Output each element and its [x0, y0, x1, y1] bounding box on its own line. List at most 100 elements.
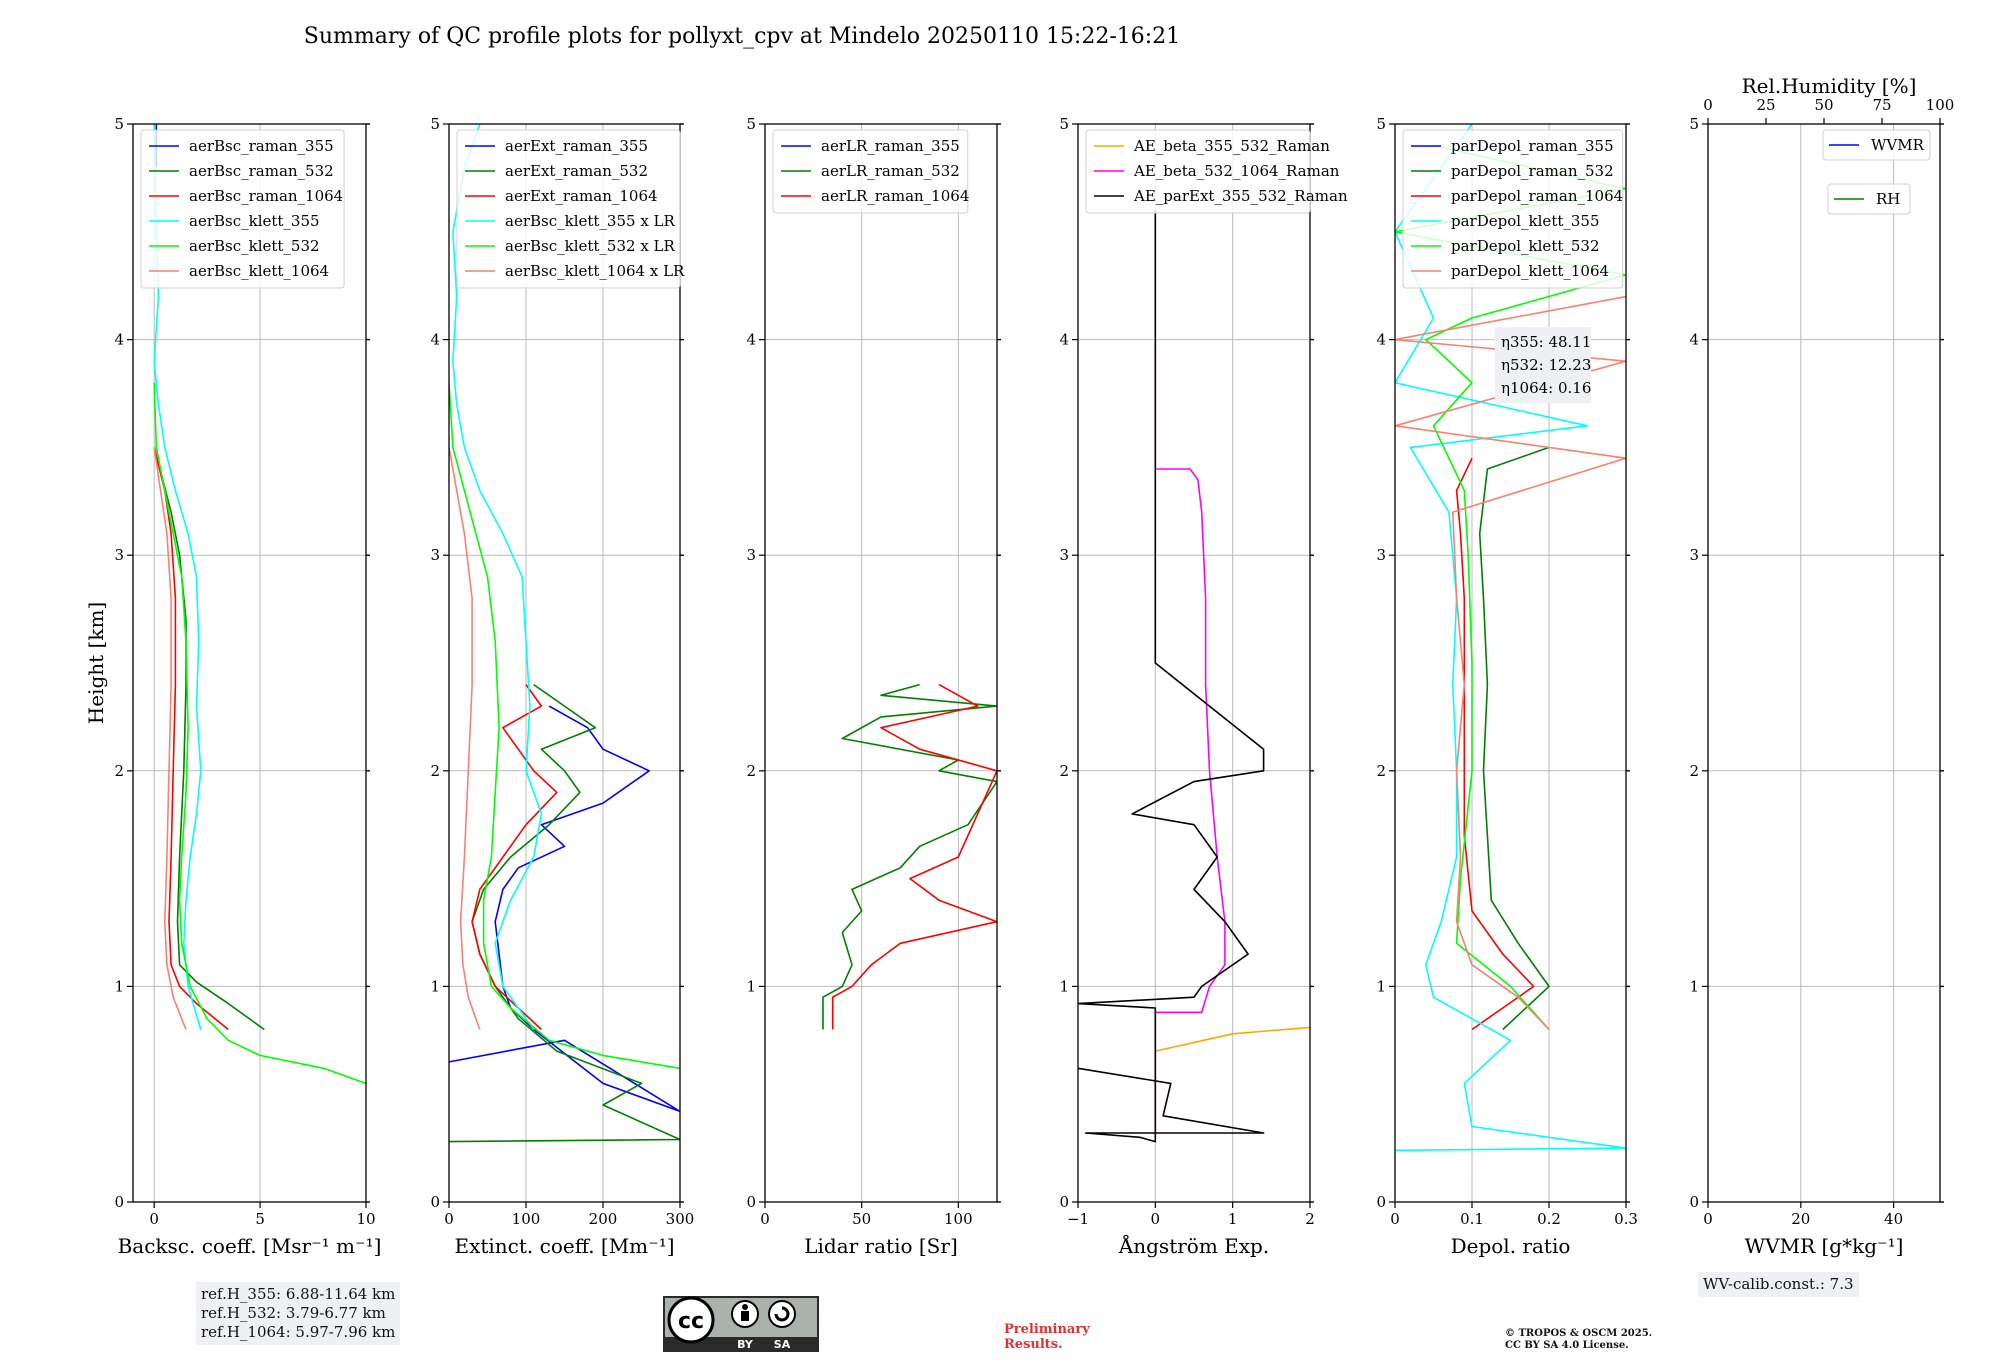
y-tick-label: 5 [430, 115, 440, 133]
y-tick-label: 0 [430, 1193, 440, 1211]
y-tick-label: 5 [1376, 115, 1386, 133]
x2-tick-label: 25 [1756, 96, 1775, 114]
copyright-line-1: © TROPOS & OSCM 2025. [1505, 1328, 1653, 1339]
x-tick-label: 0 [1703, 1210, 1713, 1228]
legend-label: aerLR_raman_355 [821, 137, 960, 155]
y-tick-label: 0 [1376, 1193, 1386, 1211]
eta-annotation-box [1495, 327, 1591, 403]
series-aerbsc-klett-355 [153, 124, 202, 1030]
legend-label: aerLR_raman_1064 [821, 187, 969, 205]
series-aerbsc-klett-1064-x-lr [449, 447, 481, 1030]
series-aerext-raman-355 [449, 705, 680, 1113]
y-tick-label: 1 [1376, 977, 1386, 995]
series-aerlr-raman-1064 [831, 683, 997, 1030]
y-tick-label: 1 [114, 977, 124, 995]
x-tick-label: 1 [1228, 1210, 1238, 1228]
legend-label: aerExt_raman_1064 [505, 187, 658, 205]
copyright-line-2: CC BY SA 4.0 License. [1505, 1340, 1629, 1351]
plot-frame [132, 123, 367, 1203]
legend-label: aerBsc_raman_532 [189, 162, 334, 180]
x-tick-label: 0 [760, 1210, 770, 1228]
y-tick-label: 3 [1059, 546, 1069, 564]
legend-label: WVMR [1871, 136, 1925, 154]
y-tick-label: 4 [114, 331, 124, 349]
refh-355: ref.H_355: 6.88-11.64 km [201, 1285, 396, 1303]
x2-tick-label: 0 [1703, 96, 1713, 114]
panel-5: 0 0.1 0.2 0.3 0 1 2 3 4 5 Depol. ratio parDepol_ram… [1376, 115, 1637, 1258]
y-tick-label: 5 [746, 115, 756, 133]
cc-sa: SA [774, 1338, 791, 1351]
x-tick-label: 20 [1791, 1210, 1810, 1228]
x-axis-label: Ångström Exp. [1118, 1233, 1269, 1258]
series-pardepol-klett-1064 [1395, 295, 1626, 1031]
legend-box [1827, 183, 1911, 215]
x2-tick-label: 50 [1814, 96, 1833, 114]
panel-1: 0 5 10 0 1 2 3 4 5 Backsc. coeff. [Msr⁻¹ m⁻¹] Heig… [84, 115, 381, 1258]
copyright-note: © TROPOS & OSCM 2025. CC BY SA 4.0 Licen… [1505, 1328, 1652, 1352]
y-tick-label: 1 [1689, 977, 1699, 995]
plot-frame [1707, 123, 1941, 1203]
legend-box [772, 129, 969, 214]
y-tick-label: 4 [746, 331, 756, 349]
y-tick-label: 3 [1376, 546, 1386, 564]
panel-3: 0 50 100 0 1 2 3 4 5 Lidar ratio [Sr] aerLR_raman_… [746, 115, 1001, 1258]
plot-frame [1077, 123, 1311, 1203]
legend-label: AE_beta_532_1064_Raman [1133, 162, 1340, 180]
panel-2: 0 100 200 300 0 1 2 3 4 5 Extinct. coeff. [Mm⁻¹] ae… [430, 115, 694, 1258]
legend-label: aerBsc_raman_1064 [189, 187, 343, 205]
x-tick-label: 0 [1151, 1210, 1161, 1228]
legend-label: parDepol_raman_532 [1451, 162, 1614, 180]
figure-title: Summary of QC profile plots for pollyxt_… [304, 24, 1180, 49]
x-tick-label: 10 [356, 1210, 375, 1228]
x-tick-label: 5 [255, 1210, 265, 1228]
y-tick-label: 4 [430, 331, 440, 349]
series-ae-parext-355-532-raman [1078, 210, 1265, 1143]
series-group [1078, 210, 1310, 1143]
y-tick-label: 4 [1689, 331, 1699, 349]
y-tick-label: 4 [1376, 331, 1386, 349]
preliminary-note: Preliminary Results. [1004, 1322, 1090, 1352]
eta-annotation-line: η532: 12.23 [1501, 356, 1591, 374]
legend-box [1402, 129, 1624, 289]
series-aerbsc-raman-532 [153, 447, 265, 1031]
legend-label: parDepol_raman_1064 [1451, 187, 1623, 205]
y-tick-label: 3 [114, 546, 124, 564]
series-group [153, 124, 366, 1085]
x-axis-label: Lidar ratio [Sr] [804, 1234, 958, 1258]
cc-by: BY [737, 1338, 754, 1351]
series-ae-beta-532-1064-raman [1154, 339, 1226, 1138]
legend-label: aerBsc_klett_1064 [189, 262, 329, 280]
x-tick-label: 300 [666, 1210, 695, 1228]
plot-frame [764, 123, 998, 1203]
y-tick-label: 1 [746, 977, 756, 995]
x-tick-label: 0.1 [1460, 1210, 1484, 1228]
legend-label: aerBsc_klett_355 x LR [505, 212, 676, 230]
series-aerext-raman-532 [449, 683, 680, 1143]
series-aerbsc-klett-532 [153, 382, 366, 1085]
y-tick-label: 3 [430, 546, 440, 564]
x-tick-label: 40 [1884, 1210, 1903, 1228]
x-tick-label: 50 [852, 1210, 871, 1228]
series-pardepol-raman-1064 [1455, 457, 1535, 1031]
y-tick-label: 1 [1059, 977, 1069, 995]
series-pardepol-raman-532 [1478, 446, 1550, 1031]
legend-box [456, 129, 681, 289]
series-aerbsc-klett-1064 [153, 447, 187, 1030]
y-tick-label: 2 [1059, 762, 1069, 780]
wv-calib-const: WV-calib.const.: 7.3 [1703, 1275, 1854, 1293]
x-tick-label: 0.3 [1614, 1210, 1638, 1228]
legend-label: aerBsc_raman_355 [189, 137, 334, 155]
y-tick-label: 0 [114, 1193, 124, 1211]
y-tick-label: 2 [114, 762, 124, 780]
legend-label: aerBsc_klett_532 [189, 237, 320, 255]
legend-label: aerLR_raman_532 [821, 162, 960, 180]
y-tick-label: 3 [1689, 546, 1699, 564]
legend-box [1085, 129, 1311, 214]
y-tick-label: 2 [1376, 762, 1386, 780]
y-tick-label: 1 [430, 977, 440, 995]
x2-tick-label: 100 [1926, 96, 1955, 114]
y-tick-label: 5 [1689, 115, 1699, 133]
x-axis-label: Backsc. coeff. [Msr⁻¹ m⁻¹] [118, 1234, 382, 1258]
legend-label: parDepol_klett_355 [1451, 212, 1600, 230]
